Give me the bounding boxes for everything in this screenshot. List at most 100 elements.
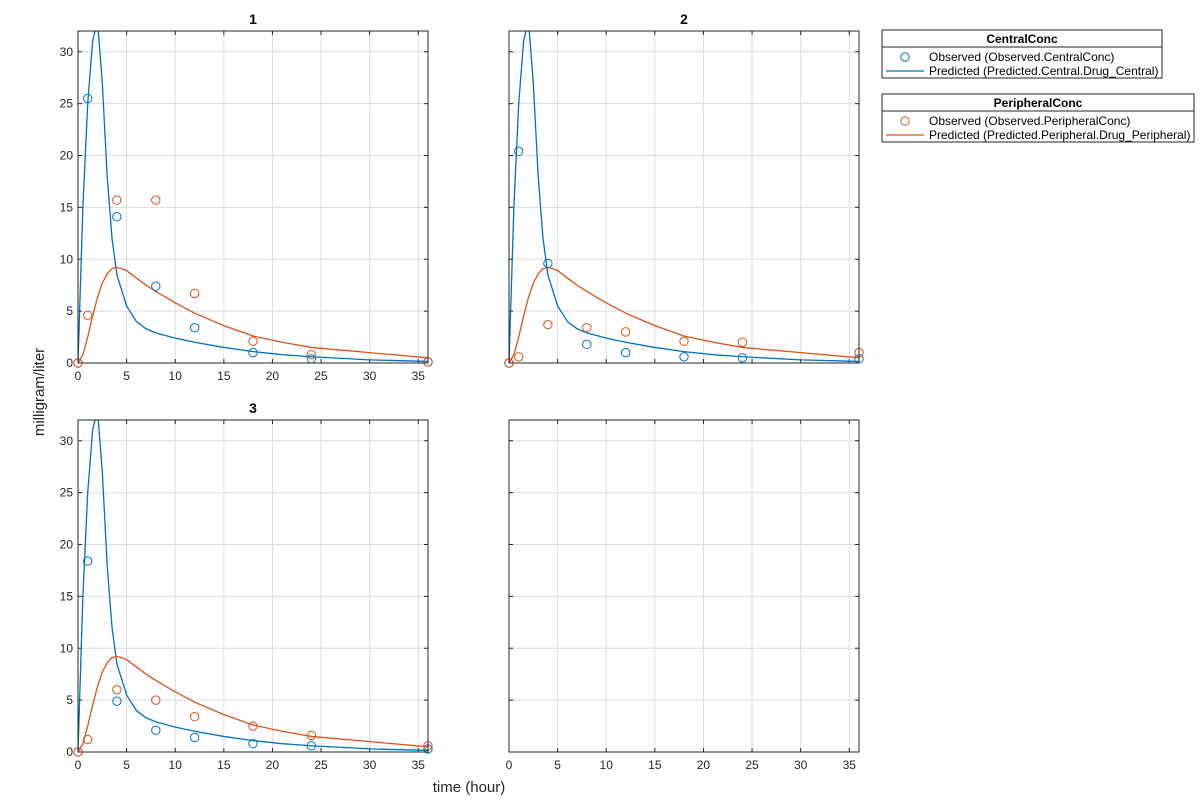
- y-tick-label: 30: [60, 434, 74, 448]
- legend-entry-label: Observed (Observed.PeripheralConc): [929, 114, 1130, 128]
- y-tick-label: 20: [60, 538, 74, 552]
- predicted-central-line: [78, 420, 428, 752]
- observed-central-point: [514, 146, 524, 157]
- x-tick-label: 25: [745, 758, 759, 772]
- observed-peripheral-point: [248, 721, 258, 731]
- axes-box: [508, 419, 860, 753]
- observed-central-point: [189, 732, 200, 743]
- x-tick-label: 15: [217, 369, 231, 383]
- y-tick-label: 20: [60, 149, 74, 163]
- observed-central-point: [112, 212, 122, 222]
- y-tick-label: 0: [66, 745, 73, 759]
- subplot-title: 2: [680, 11, 688, 27]
- axes-box: [508, 30, 860, 364]
- observed-central-point: [151, 281, 161, 291]
- observed-central-point: [582, 339, 592, 350]
- observed-central-point: [737, 353, 748, 363]
- x-tick-label: 15: [648, 758, 662, 772]
- observed-central-point: [679, 352, 689, 362]
- legend-marker-circle: [900, 52, 910, 62]
- axes-box: [77, 30, 429, 364]
- x-tick-label: 35: [412, 758, 426, 772]
- legend-entry-label: Observed (Observed.CentralConc): [929, 50, 1114, 64]
- observed-peripheral-point: [83, 310, 93, 320]
- series-group: [509, 31, 859, 363]
- x-tick-label: 0: [75, 369, 82, 383]
- y-tick-label: 0: [66, 356, 73, 370]
- x-tick-label: 20: [266, 369, 280, 383]
- observed-central-point: [248, 739, 258, 749]
- x-tick-label: 10: [600, 758, 614, 772]
- observed-peripheral-point: [514, 352, 524, 362]
- observed-peripheral-point: [248, 336, 258, 346]
- observed-peripheral-point: [306, 350, 317, 360]
- series-group: [78, 420, 428, 752]
- observed-peripheral-point: [306, 730, 317, 741]
- x-tick-label: 10: [169, 369, 183, 383]
- x-tick-label: 30: [363, 758, 377, 772]
- observed-peripheral-point: [189, 712, 200, 722]
- predicted-peripheral-line: [78, 266, 428, 363]
- x-tick-label: 5: [554, 758, 561, 772]
- y-tick-label: 25: [60, 97, 74, 111]
- legend-box: [881, 29, 1163, 79]
- legend-title: PeripheralConc: [994, 96, 1083, 110]
- y-tick-label: 10: [60, 641, 74, 655]
- observed-central-point: [248, 347, 258, 358]
- x-tick-label: 5: [123, 369, 130, 383]
- legend-2: PeripheralConc Observed (Observed.Periphe…: [881, 93, 1195, 143]
- observed-central-point: [620, 347, 631, 358]
- x-tick-label: 0: [506, 758, 513, 772]
- ticks: 0 5 10 15 20 25 30 35: [506, 420, 859, 772]
- observed-central-point: [189, 323, 200, 333]
- x-tick-label: 30: [363, 369, 377, 383]
- x-axis-label: time (hour): [433, 779, 506, 796]
- predicted-peripheral-line: [78, 655, 428, 752]
- y-tick-label: 15: [60, 200, 74, 214]
- y-tick-label: 30: [60, 45, 74, 59]
- observed-central-point: [306, 741, 317, 751]
- observed-central-point: [112, 696, 122, 706]
- x-tick-label: 35: [843, 758, 857, 772]
- x-tick-label: 30: [794, 758, 808, 772]
- legend-title: CentralConc: [986, 32, 1058, 46]
- observed-peripheral-point: [112, 195, 122, 205]
- predicted-central-line: [78, 31, 428, 363]
- x-tick-label: 15: [217, 758, 231, 772]
- subplot-2: 2: [504, 11, 864, 368]
- observed-central-point: [83, 93, 93, 104]
- legend-box: [881, 93, 1195, 143]
- series-group: [78, 31, 428, 363]
- grid: [508, 31, 859, 364]
- observed-peripheral-point: [582, 323, 592, 333]
- predicted-peripheral-line: [509, 266, 859, 363]
- x-tick-label: 10: [169, 758, 183, 772]
- observed-peripheral-point: [543, 319, 553, 330]
- subplot-title: 3: [249, 400, 257, 416]
- ticks: 0 5 10 15 20 25 30 35 0 5 10 15 20 25 30: [60, 420, 428, 772]
- observed-peripheral-point: [189, 288, 200, 299]
- observed-peripheral-point: [83, 734, 93, 745]
- ticks: 0 5 10 15 20 25 30 35 0 5 10 15 20 25 30: [60, 31, 428, 383]
- y-tick-label: 5: [66, 693, 73, 707]
- x-tick-label: 20: [266, 758, 280, 772]
- x-tick-label: 25: [314, 369, 328, 383]
- observed-central-point: [151, 725, 161, 735]
- subplot-4: 0 5 10 15 20 25 30 35: [506, 419, 860, 772]
- y-tick-label: 10: [60, 252, 74, 266]
- axes-box: [77, 419, 429, 753]
- y-tick-label: 25: [60, 486, 74, 500]
- observed-peripheral-point: [151, 195, 161, 205]
- subplot-title: 1: [249, 11, 257, 27]
- subplot-3: 0 5 10 15 20 25 30 35 0 5 10 15 20 25 30 3: [60, 400, 433, 772]
- observed-peripheral-point: [679, 336, 689, 346]
- plot-area: [509, 420, 859, 752]
- x-tick-label: 20: [697, 758, 711, 772]
- subplot-1: 0 5 10 15 20 25 30 35 0 5 10 15 20 25 30 1: [60, 11, 433, 383]
- x-tick-label: 25: [314, 758, 328, 772]
- predicted-central-line: [509, 31, 859, 363]
- legend-entry-label: Predicted (Predicted.Peripheral.Drug_Per…: [929, 128, 1190, 142]
- x-tick-label: 5: [123, 758, 130, 772]
